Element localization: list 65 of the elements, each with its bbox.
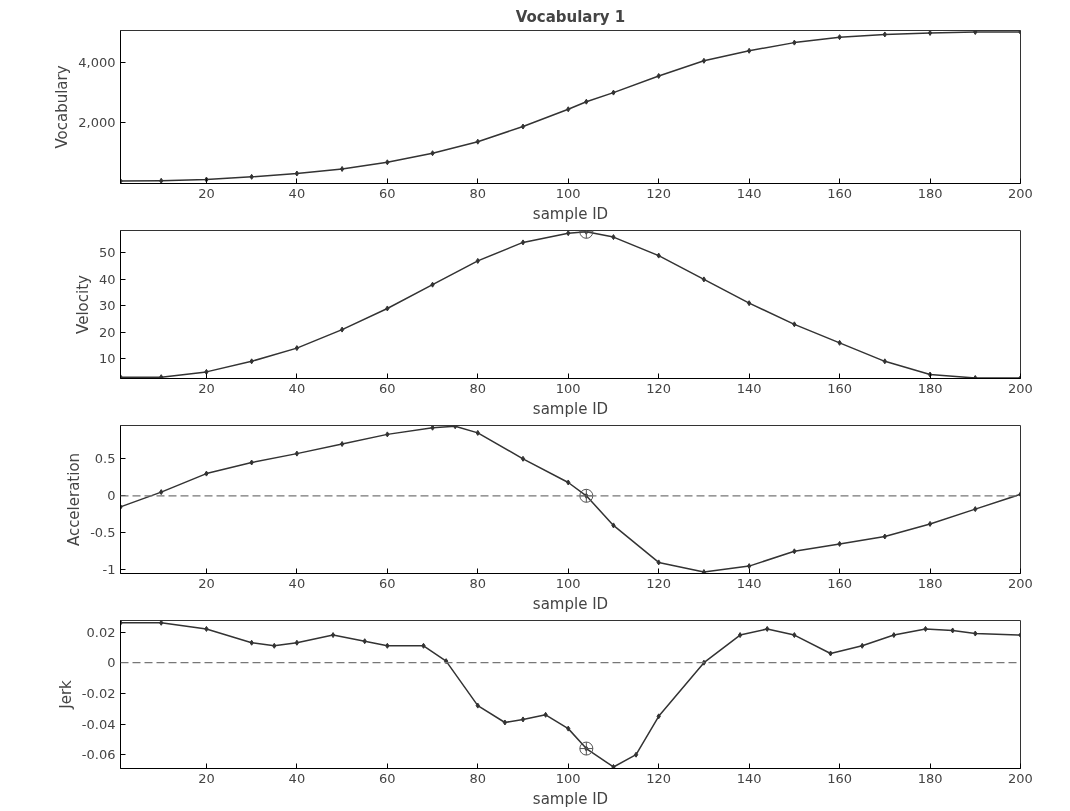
x-tick-label: 180 — [917, 575, 943, 591]
x-axis-title: sample ID — [532, 594, 609, 613]
y-tick-label: 4,000 — [78, 54, 116, 70]
x-tick-label: 180 — [917, 185, 943, 201]
x-tick-label: 20 — [198, 770, 215, 786]
y-tick-label: 2,000 — [78, 115, 116, 131]
x-tick-label: 120 — [646, 770, 672, 786]
y-tick-label: 30 — [98, 298, 116, 314]
y-tick-label: 50 — [98, 245, 116, 261]
x-tick-label: 160 — [827, 770, 853, 786]
x-tick-label: 60 — [379, 380, 396, 396]
y-tick-label: 20 — [98, 324, 116, 340]
x-axis-title: sample ID — [532, 399, 609, 418]
y-axis-title: Acceleration — [65, 452, 84, 547]
y-tick-label: 40 — [98, 271, 116, 287]
x-axis-title: sample ID — [532, 789, 609, 808]
x-tick-label: 200 — [1008, 185, 1033, 201]
y-tick-label: -0.06 — [81, 747, 116, 763]
x-tick-label: 200 — [1008, 770, 1033, 786]
x-tick-label: 80 — [469, 770, 487, 786]
x-tick-label: 60 — [379, 185, 396, 201]
y-tick-label: 0 — [107, 488, 116, 504]
x-tick-label: 60 — [379, 770, 396, 786]
x-tick-label: 120 — [646, 185, 672, 201]
x-tick-label: 20 — [198, 185, 215, 201]
x-tick-label: 160 — [827, 185, 853, 201]
y-tick-label: 0.02 — [86, 624, 116, 640]
x-tick-label: 80 — [469, 185, 487, 201]
y-axis-title: Vocabulary — [53, 65, 72, 149]
x-tick-label: 140 — [736, 770, 762, 786]
y-tick-label: 10 — [98, 351, 116, 367]
y-tick-label: -0.02 — [81, 685, 116, 701]
x-axis-title: sample ID — [532, 204, 609, 223]
y-axis-title: Jerk — [56, 679, 75, 710]
x-tick-label: 100 — [555, 575, 581, 591]
y-tick-label: 0.5 — [94, 451, 116, 467]
x-tick-label: 140 — [736, 380, 762, 396]
x-tick-label: 20 — [198, 575, 215, 591]
x-tick-label: 40 — [288, 380, 306, 396]
y-tick-label: -0.5 — [90, 525, 116, 541]
x-tick-label: 40 — [288, 770, 306, 786]
x-tick-label: 40 — [288, 185, 306, 201]
chart-title: Vocabulary 1 — [515, 7, 626, 26]
x-tick-label: 200 — [1008, 575, 1033, 591]
x-tick-label: 100 — [555, 770, 581, 786]
y-tick-label: -0.04 — [81, 716, 116, 732]
x-tick-label: 20 — [198, 380, 215, 396]
x-tick-label: 160 — [827, 575, 853, 591]
x-tick-label: 120 — [646, 575, 672, 591]
x-tick-label: 100 — [555, 185, 581, 201]
x-tick-label: 140 — [736, 185, 762, 201]
x-tick-label: 180 — [917, 380, 943, 396]
x-tick-label: 120 — [646, 380, 672, 396]
x-tick-label: 160 — [827, 380, 853, 396]
x-tick-label: 80 — [469, 575, 487, 591]
y-tick-label: 0 — [107, 655, 116, 671]
x-tick-label: 80 — [469, 380, 487, 396]
x-tick-label: 40 — [288, 575, 306, 591]
x-tick-label: 140 — [736, 575, 762, 591]
y-axis-title: Velocity — [73, 274, 92, 334]
x-tick-label: 200 — [1008, 380, 1033, 396]
y-tick-label: -1 — [102, 562, 116, 578]
x-tick-label: 100 — [555, 380, 581, 396]
x-tick-label: 180 — [917, 770, 943, 786]
x-tick-label: 60 — [379, 575, 396, 591]
